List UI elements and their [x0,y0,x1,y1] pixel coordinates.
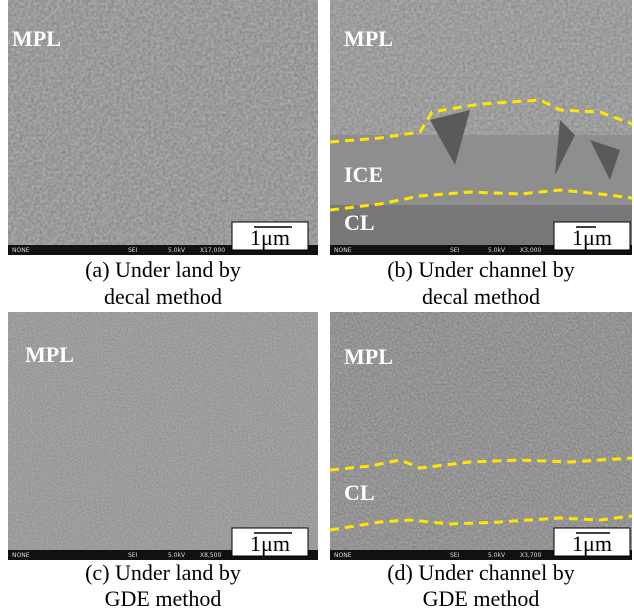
caption: (b) Under channel by [387,257,575,282]
info-text: 5.0kV [488,247,506,254]
page: {"panels": [ {"labels": ["MPL"], "scale_… [0,0,634,611]
caption: (c) Under land by [85,560,241,585]
info-text: 5.0kV [168,247,186,254]
caption: decal method [422,284,540,309]
texture [330,0,632,135]
layer-label: MPL [12,26,61,51]
scale-bar-label: 1μm [572,531,612,556]
caption: GDE method [105,586,222,611]
layer-label: MPL [344,344,393,369]
caption: GDE method [423,586,540,611]
scale-bar-label: 1μm [572,225,612,250]
panel-c: NONE SEI 5.0kV X8,500 MPL 1μm (c) Under … [8,312,318,611]
caption: (d) Under channel by [387,560,575,585]
info-text: NONE [334,552,352,559]
info-text: NONE [334,247,352,254]
panel-a: NONE SEI 5.0kV X17,000 MPL 1μm (a) Under… [8,0,318,309]
info-text: SEI [128,552,138,559]
layer-label: CL [344,480,375,505]
panel-d: NONE SEI 5.0kV X3,700 MPL CL 1μm (d) Und… [330,312,632,611]
caption: (a) Under land by [85,257,241,282]
info-text: X8,500 [200,552,221,559]
scale-bar-label: 1μm [250,531,290,556]
panel-b: NONE SEI 5.0kV X3,000 MPL ICE CL 1μm (b)… [330,0,632,309]
layer-label: CL [344,210,375,235]
scale-bar-label: 1μm [250,225,290,250]
info-text: SEI [450,552,460,559]
caption: decal method [104,284,222,309]
layer-label: ICE [344,162,383,187]
layer-label: MPL [344,26,393,51]
info-text: X3,700 [520,552,541,559]
layer-label: MPL [25,342,74,367]
info-text: NONE [12,247,30,254]
info-text: SEI [128,247,138,254]
info-text: 5.0kV [168,552,186,559]
info-text: X3,000 [520,247,541,254]
info-text: NONE [12,552,30,559]
info-text: SEI [450,247,460,254]
figure: NONE SEI 5.0kV X17,000 MPL 1μm (a) Under… [0,0,634,611]
info-text: 5.0kV [488,552,506,559]
info-text: X17,000 [200,247,225,254]
